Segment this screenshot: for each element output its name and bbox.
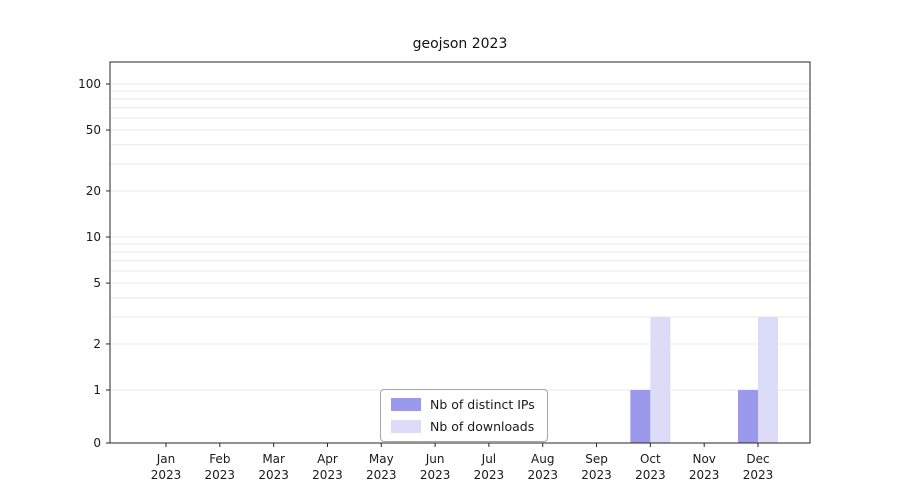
legend-swatch-downloads-icon — [391, 420, 421, 433]
legend-label-distinct-ips: Nb of distinct IPs — [430, 397, 535, 412]
x-tick-label: Mar 2023 — [258, 452, 289, 482]
x-tick-label: Dec 2023 — [743, 452, 774, 482]
x-tick-label: Jan 2023 — [151, 452, 182, 482]
x-tick-label: Jun 2023 — [420, 452, 451, 482]
y-tick-label: 20 — [86, 184, 101, 198]
legend-label-downloads: Nb of downloads — [430, 419, 535, 434]
axes-spines — [109, 61, 811, 444]
bar-downloads — [758, 317, 778, 443]
y-tick-label: 2 — [93, 337, 101, 351]
x-tick-label: Jul 2023 — [474, 452, 505, 482]
legend-item-distinct-ips: Nb of distinct IPs — [391, 397, 535, 412]
y-tick-label: 50 — [86, 123, 101, 137]
y-tick-label: 0 — [93, 436, 101, 450]
chart-title: geojson 2023 — [412, 36, 508, 52]
bar-distinct-ips — [738, 390, 758, 443]
legend: Nb of distinct IPs Nb of downloads — [380, 389, 548, 442]
x-tick-label: Oct 2023 — [635, 452, 666, 482]
x-tick-label: Nov 2023 — [689, 452, 720, 482]
legend-swatch-distinct-ips-icon — [391, 398, 421, 411]
y-tick-label: 100 — [78, 77, 101, 91]
legend-item-downloads: Nb of downloads — [391, 419, 535, 434]
y-tick-label: 10 — [86, 230, 101, 244]
x-tick-label: Feb 2023 — [205, 452, 236, 482]
bar-downloads — [650, 317, 671, 443]
bar-distinct-ips — [630, 390, 651, 443]
x-tick-label: Sep 2023 — [581, 452, 612, 482]
x-tick-label: Aug 2023 — [527, 452, 558, 482]
y-tick-label: 5 — [93, 276, 101, 290]
x-tick-label: May 2023 — [366, 452, 397, 482]
y-tick-label: 1 — [93, 383, 101, 397]
x-tick-label: Apr 2023 — [312, 452, 343, 482]
